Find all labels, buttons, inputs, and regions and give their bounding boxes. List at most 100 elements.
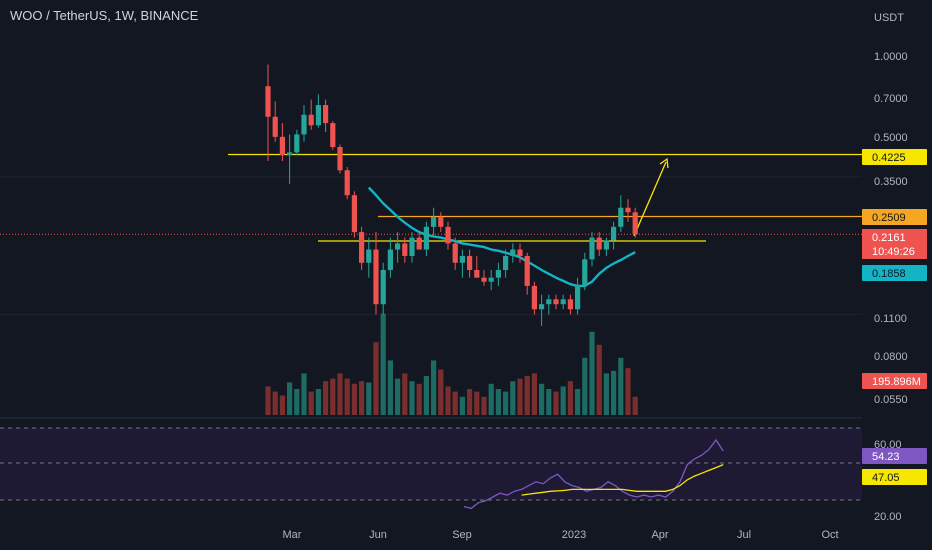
price-tick: 0.5000 xyxy=(874,132,908,144)
candle-body xyxy=(294,134,300,153)
candle-body xyxy=(632,212,638,235)
candle-body xyxy=(416,237,422,250)
volume-bar xyxy=(308,391,314,415)
candle-body xyxy=(387,249,393,270)
volume-bar xyxy=(452,391,458,415)
level-tag-orange-bg xyxy=(862,209,927,225)
candle-body xyxy=(546,299,552,305)
volume-bar xyxy=(265,386,271,415)
volume-bar xyxy=(402,373,408,415)
volume-bar xyxy=(596,344,602,415)
volume-bars xyxy=(265,313,638,415)
volume-bar xyxy=(524,376,530,415)
volume-bar xyxy=(395,378,401,415)
candle-body xyxy=(409,237,415,256)
volume-bar xyxy=(301,373,307,415)
volume-bar xyxy=(467,389,473,415)
time-axis: Mar Jun Sep 2023 Apr Jul Oct xyxy=(283,529,839,541)
candle-body xyxy=(301,114,307,135)
candle-body xyxy=(337,146,343,171)
volume-bar xyxy=(373,342,379,415)
candle-body xyxy=(539,304,545,310)
volume-bar xyxy=(409,381,415,415)
level-tag-resistance: 0.4225 xyxy=(872,152,906,164)
current-price-bg xyxy=(862,229,927,259)
candle-body xyxy=(618,207,624,227)
volume-bar xyxy=(481,396,487,415)
price-tick: 0.7000 xyxy=(874,93,908,105)
volume-bar xyxy=(567,381,573,415)
volume-bar xyxy=(380,313,386,415)
price-axis: USDT 1.0000 0.7000 0.5000 0.3500 0.1100 0.0800… xyxy=(862,0,932,550)
volume-bar xyxy=(438,369,444,415)
volume-bar xyxy=(503,391,509,415)
candle-body xyxy=(423,226,429,250)
volume-tag: 195.896M xyxy=(872,376,921,388)
volume-bar xyxy=(423,376,429,415)
candle-body xyxy=(330,123,336,147)
volume-bar xyxy=(330,378,336,415)
volume-bar xyxy=(359,381,365,415)
volume-bar xyxy=(531,373,537,415)
candle-body xyxy=(351,195,357,233)
candle-body xyxy=(265,86,271,117)
candle-body xyxy=(308,114,314,126)
volume-bar xyxy=(510,381,516,415)
candle-body xyxy=(315,105,321,126)
grid xyxy=(0,176,862,316)
candle-body xyxy=(279,136,285,156)
time-tick: Jul xyxy=(737,529,751,541)
time-tick: Sep xyxy=(452,529,472,541)
volume-bar xyxy=(323,381,329,415)
candle-body xyxy=(567,299,573,310)
time-tick: Apr xyxy=(651,529,668,541)
time-tick: Jun xyxy=(369,529,387,541)
candle-body xyxy=(488,277,494,282)
level-tag-resistance-bg xyxy=(862,149,927,165)
rsi-ma-line xyxy=(521,464,724,496)
candle-body xyxy=(272,116,278,137)
candle-body xyxy=(611,226,617,241)
candle-body xyxy=(452,243,458,263)
rsi-ma-value-tag-bg xyxy=(862,469,927,485)
candle-body xyxy=(603,240,609,250)
price-tick: 0.0800 xyxy=(874,351,908,363)
candle-body xyxy=(287,152,293,156)
volume-bar xyxy=(553,391,559,415)
volume-bar xyxy=(632,396,638,415)
volume-bar xyxy=(582,357,588,415)
price-tick: 1.0000 xyxy=(874,51,908,63)
projection-arrow xyxy=(633,161,667,237)
candle-body xyxy=(481,277,487,282)
candle-body xyxy=(366,249,372,263)
volume-bar xyxy=(287,382,293,415)
candle-body xyxy=(575,285,581,310)
candle-body xyxy=(553,299,559,305)
volume-bar xyxy=(459,396,465,415)
volume-bar xyxy=(279,395,285,415)
rsi-value-tag-bg xyxy=(862,448,927,464)
candle-body xyxy=(445,226,451,244)
rsi-ma-value-tag: 47.05 xyxy=(872,472,900,484)
volume-bar xyxy=(315,389,321,415)
volume-bar xyxy=(488,383,494,415)
current-price-label: 0.2161 xyxy=(872,232,906,244)
candle-body xyxy=(531,285,537,310)
candle-body xyxy=(438,216,444,227)
candle-body xyxy=(431,216,437,227)
volume-bar xyxy=(474,391,480,415)
volume-tag-bg xyxy=(862,373,927,389)
candle-body xyxy=(474,269,480,278)
volume-bar xyxy=(603,373,609,415)
candle-body xyxy=(467,255,473,270)
candle-body xyxy=(380,269,386,305)
volume-bar xyxy=(575,389,581,415)
volume-bar xyxy=(539,383,545,415)
volume-bar xyxy=(337,373,343,415)
candle-body xyxy=(524,255,530,286)
volume-bar xyxy=(560,386,566,415)
moving-average xyxy=(367,186,636,288)
volume-bar xyxy=(546,389,552,415)
rsi-value-tag: 54.23 xyxy=(872,451,900,463)
